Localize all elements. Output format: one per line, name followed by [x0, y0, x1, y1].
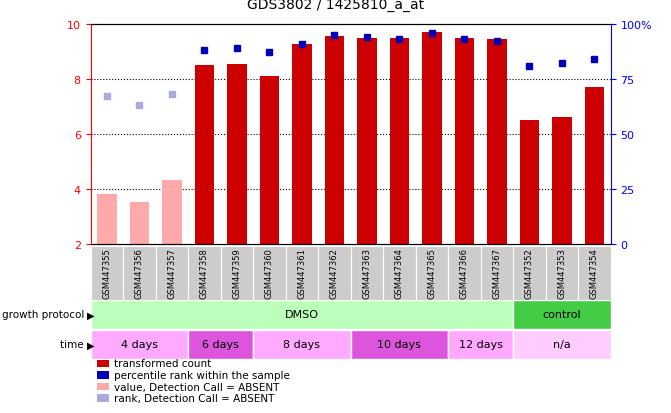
- Text: 12 days: 12 days: [458, 339, 503, 349]
- Bar: [487, 40, 507, 244]
- Text: rank, Detection Call = ABSENT: rank, Detection Call = ABSENT: [114, 393, 274, 403]
- Text: DMSO: DMSO: [285, 310, 319, 320]
- Text: GSM447364: GSM447364: [395, 248, 404, 298]
- Text: GSM447355: GSM447355: [103, 248, 111, 298]
- Bar: [292, 45, 311, 244]
- Bar: [454, 38, 474, 244]
- Bar: [351, 330, 448, 359]
- Bar: [519, 121, 539, 244]
- Bar: [383, 246, 415, 300]
- Bar: [91, 330, 188, 359]
- Bar: [318, 246, 350, 300]
- Bar: [351, 246, 383, 300]
- Bar: [357, 38, 376, 244]
- Bar: [221, 246, 253, 300]
- Text: GSM447354: GSM447354: [590, 248, 599, 298]
- Text: GSM447353: GSM447353: [558, 248, 566, 298]
- Text: ▶: ▶: [87, 310, 95, 320]
- Bar: [253, 330, 350, 359]
- Text: control: control: [543, 310, 581, 320]
- Bar: [123, 246, 156, 300]
- Bar: [513, 246, 546, 300]
- Text: transformed count: transformed count: [114, 358, 211, 368]
- Text: growth protocol: growth protocol: [1, 310, 87, 320]
- Text: GSM447359: GSM447359: [232, 248, 242, 298]
- Text: GSM447362: GSM447362: [330, 248, 339, 298]
- Text: GSM447366: GSM447366: [460, 247, 469, 299]
- Text: GSM447367: GSM447367: [493, 247, 501, 299]
- Bar: [253, 246, 286, 300]
- Bar: [260, 77, 279, 244]
- Bar: [448, 330, 513, 359]
- Text: 10 days: 10 days: [377, 339, 421, 349]
- Bar: [448, 246, 480, 300]
- Bar: [162, 181, 182, 244]
- Text: GSM447352: GSM447352: [525, 248, 534, 298]
- Text: GSM447361: GSM447361: [297, 248, 307, 298]
- Bar: [546, 246, 578, 300]
- Text: ▶: ▶: [87, 339, 95, 349]
- Text: 4 days: 4 days: [121, 339, 158, 349]
- Bar: [390, 38, 409, 244]
- Bar: [195, 66, 214, 244]
- Text: GSM447360: GSM447360: [265, 248, 274, 298]
- Bar: [415, 246, 448, 300]
- Text: n/a: n/a: [553, 339, 571, 349]
- Text: GSM447357: GSM447357: [167, 248, 176, 298]
- Bar: [91, 246, 123, 300]
- Bar: [513, 330, 611, 359]
- Bar: [188, 330, 253, 359]
- Text: GSM447363: GSM447363: [362, 247, 371, 299]
- Bar: [552, 118, 572, 244]
- Text: GSM447358: GSM447358: [200, 248, 209, 298]
- Bar: [480, 246, 513, 300]
- Bar: [156, 246, 188, 300]
- Bar: [97, 195, 117, 244]
- Bar: [513, 300, 611, 329]
- Bar: [422, 33, 442, 244]
- Bar: [325, 37, 344, 244]
- Bar: [227, 64, 246, 244]
- Text: GSM447356: GSM447356: [135, 248, 144, 298]
- Text: time: time: [60, 339, 87, 349]
- Text: 6 days: 6 days: [202, 339, 239, 349]
- Text: GSM447365: GSM447365: [427, 248, 436, 298]
- Text: percentile rank within the sample: percentile rank within the sample: [114, 370, 290, 380]
- Bar: [578, 246, 611, 300]
- Bar: [286, 246, 318, 300]
- Bar: [91, 300, 513, 329]
- Text: value, Detection Call = ABSENT: value, Detection Call = ABSENT: [114, 382, 279, 392]
- Bar: [188, 246, 221, 300]
- Bar: [130, 203, 149, 244]
- Text: GDS3802 / 1425810_a_at: GDS3802 / 1425810_a_at: [247, 0, 424, 12]
- Bar: [584, 88, 604, 244]
- Text: 8 days: 8 days: [283, 339, 320, 349]
